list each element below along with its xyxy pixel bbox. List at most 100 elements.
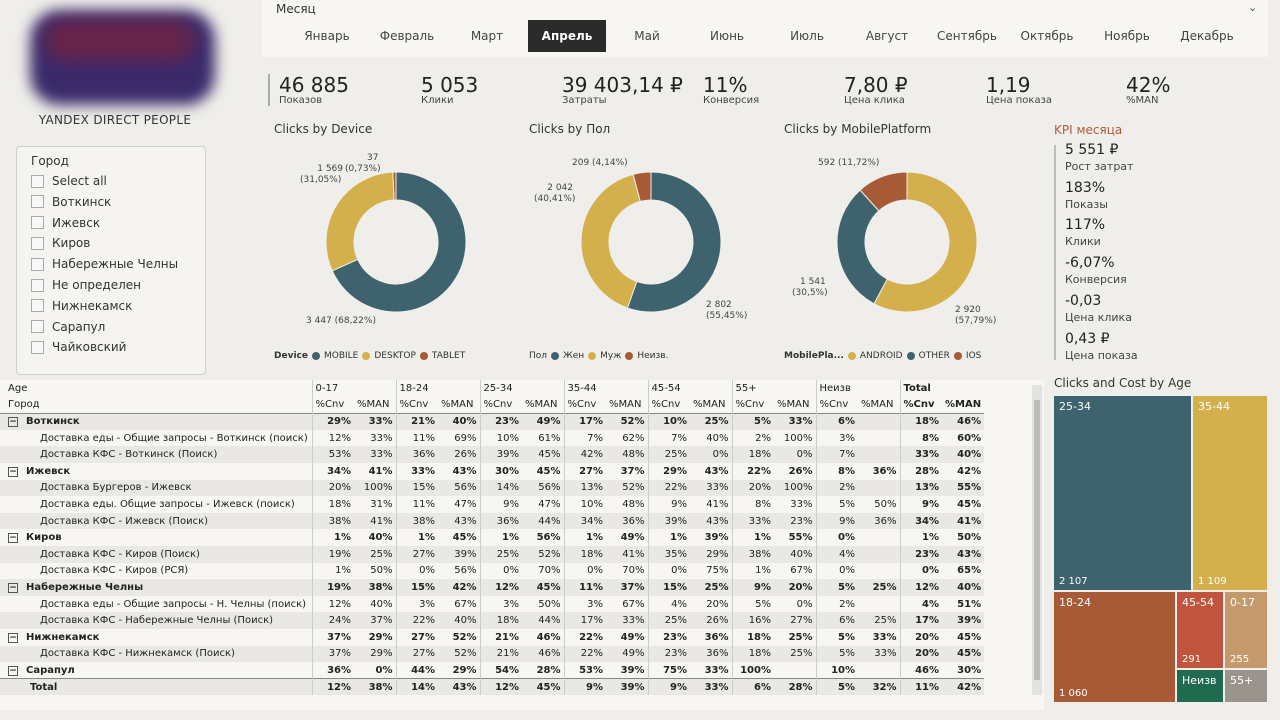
checkbox[interactable]	[31, 340, 44, 354]
city-option[interactable]: Киров	[31, 236, 90, 250]
table-row[interactable]: Доставка КФС - Воткинск (Поиск) 53% 33% 36%…	[0, 446, 985, 463]
header-metric[interactable]: %MAN	[693, 399, 726, 411]
treemap-cell[interactable]: Неизв	[1177, 670, 1223, 702]
collapse-icon[interactable]: −	[8, 632, 18, 643]
header-age-group[interactable]: 18-24	[395, 380, 480, 397]
header-metric[interactable]: %MAN	[777, 399, 810, 411]
month-button-9[interactable]: Сентябрь	[937, 29, 997, 43]
table-row[interactable]: Доставка еды. Общие запросы - Ижевск (по…	[0, 496, 984, 513]
month-button-3[interactable]: Март	[470, 29, 504, 43]
city-option[interactable]: Select all	[31, 174, 107, 188]
donut-slice-other[interactable]	[836, 189, 888, 305]
header-metric[interactable]: %Cnv	[731, 396, 774, 414]
header-age-group[interactable]: 25-34	[479, 380, 564, 397]
header-metric[interactable]: %Cnv	[395, 396, 438, 414]
chevron-down-icon[interactable]: ⌄	[1248, 1, 1258, 14]
header-metric[interactable]: %Cnv	[311, 396, 354, 414]
donut-slice-жен[interactable]	[626, 171, 722, 313]
table-row[interactable]: Доставка еды - Общие запросы - Н. Челны …	[0, 595, 984, 613]
checkbox[interactable]	[31, 320, 44, 334]
city-option[interactable]: Сарапул	[31, 320, 105, 334]
treemap-cell[interactable]: 0-17 255	[1225, 592, 1267, 668]
treemap-cell[interactable]: 18-24 1 060	[1054, 592, 1175, 702]
header-metric[interactable]: %Cnv	[815, 396, 858, 414]
month-button-10[interactable]: Октябрь	[1020, 29, 1074, 43]
header-age-group[interactable]: 0-17	[311, 380, 396, 397]
checkbox[interactable]	[31, 257, 44, 271]
header-age-group[interactable]: Неизв	[815, 380, 900, 397]
treemap-cell[interactable]: 45-54 291	[1177, 592, 1223, 668]
header-metric[interactable]: %Cnv	[479, 396, 522, 414]
table-scrollbar-thumb[interactable]	[1034, 400, 1040, 680]
table-row[interactable]: Доставка Бургеров - Ижевск 20% 100% 15% 56% 1…	[0, 479, 985, 497]
header-age-group[interactable]: 45-54	[647, 380, 732, 397]
table-row[interactable]: − Нижнекамск 37% 29% 27% 52% 21% 46% 22% 49% 23% 36…	[0, 628, 984, 646]
table-row[interactable]: − Сарапул 36% 0% 44% 29% 54% 28% 53% 39% 75% 33% 100…	[0, 662, 984, 679]
city-option[interactable]: Чайковский	[31, 340, 126, 354]
table-row[interactable]: Total 12% 38% 14% 43% 12% 45% 9% 39% 9% 33% 6% 28% 5%…	[0, 678, 985, 696]
legend-item[interactable]: DESKTOP	[374, 351, 416, 361]
header-age-group[interactable]: Total	[899, 380, 985, 397]
header-metric[interactable]: %MAN	[945, 399, 982, 411]
city-option[interactable]: Нижнекамск	[31, 299, 132, 313]
city-option[interactable]: Набережные Челны	[31, 257, 178, 271]
header-metric[interactable]: %MAN	[357, 399, 390, 411]
donut-slice-android[interactable]	[873, 171, 978, 313]
header-metric[interactable]: %Cnv	[899, 396, 942, 414]
header-metric[interactable]: %MAN	[525, 399, 558, 411]
header-metric[interactable]: %MAN	[609, 399, 642, 411]
donut-slice-desktop[interactable]	[325, 171, 395, 272]
header-metric[interactable]: %Cnv	[563, 396, 606, 414]
checkbox[interactable]	[31, 236, 44, 250]
header-metric[interactable]: %Cnv	[647, 396, 690, 414]
table-row[interactable]: − Киров 1% 40% 1% 45% 1% 56% 1% 49% 1% 39% 1% 55% 0% 1%…	[0, 529, 984, 546]
month-button-1[interactable]: Январь	[304, 29, 350, 43]
header-age-group[interactable]: 55+	[731, 380, 816, 397]
month-button-11[interactable]: Ноябрь	[1104, 29, 1150, 43]
table-row[interactable]: Доставка КФС - Киров (Поиск) 19% 25% 27% 39%…	[0, 545, 985, 563]
collapse-icon[interactable]: −	[8, 417, 18, 428]
city-option[interactable]: Ижевск	[31, 216, 100, 230]
donut-gender[interactable]	[579, 170, 723, 314]
legend-item[interactable]: MOBILE	[323, 351, 359, 361]
month-button-7[interactable]: Июль	[790, 29, 824, 43]
legend-item[interactable]: ANDROID	[859, 351, 903, 361]
table-row[interactable]: Доставка КФС - Нижнекамск (Поиск) 37% 29% 2…	[0, 645, 985, 663]
table-row[interactable]: Доставка КФС - Набережные Челны (Поиск) 2…	[0, 612, 985, 629]
legend-item[interactable]: Неизв.	[637, 351, 669, 361]
month-button-2[interactable]: Февраль	[379, 29, 435, 43]
table-row[interactable]: − Воткинск 29% 33% 21% 40% 23% 49% 17% 52% 10% 25% 5…	[0, 413, 985, 430]
table-row[interactable]: Доставка КФС - Ижевск (Поиск) 38% 41% 38% 43…	[0, 512, 985, 530]
table-row[interactable]: − Ижевск 34% 41% 33% 43% 30% 45% 27% 37% 29% 43% 22%…	[0, 462, 984, 480]
treemap-cell[interactable]: 55+	[1225, 670, 1267, 702]
treemap-cell[interactable]: 25-34 2 107	[1054, 396, 1191, 590]
month-button-4[interactable]: Апрель	[528, 20, 606, 52]
treemap-cell[interactable]: 35-44 1 109	[1193, 396, 1267, 590]
legend-item[interactable]: Муж	[600, 351, 622, 361]
table-row[interactable]: Доставка КФС - Киров (РСЯ) 1% 50% 0% 56% 0% 70…	[0, 562, 984, 580]
legend-item[interactable]: OTHER	[918, 351, 950, 361]
city-option[interactable]: Воткинск	[31, 195, 111, 209]
collapse-icon[interactable]: −	[8, 665, 18, 676]
collapse-icon[interactable]: −	[8, 533, 18, 544]
collapse-icon[interactable]: −	[8, 466, 18, 477]
header-age-group[interactable]: 35-44	[563, 380, 648, 397]
donut-platform[interactable]	[835, 170, 979, 314]
checkbox[interactable]	[31, 216, 44, 230]
header-metric[interactable]: %MAN	[441, 399, 474, 411]
collapse-icon[interactable]: −	[8, 582, 18, 593]
month-button-12[interactable]: Декабрь	[1180, 29, 1234, 43]
donut-device[interactable]	[324, 170, 468, 314]
donut-slice-mobile[interactable]	[331, 171, 467, 313]
legend-item[interactable]: TABLET	[431, 351, 466, 361]
checkbox[interactable]	[31, 299, 44, 313]
table-row[interactable]: Доставка еды - Общие запросы - Воткинск …	[0, 429, 984, 447]
table-row[interactable]: − Набережные Челны 19% 38% 15% 42% 12% 45% 11% 37…	[0, 579, 985, 596]
legend-item[interactable]: IOS	[965, 351, 982, 361]
header-metric[interactable]: %MAN	[861, 399, 894, 411]
legend-item[interactable]: Жен	[563, 351, 585, 361]
month-button-8[interactable]: Август	[865, 29, 909, 43]
checkbox[interactable]	[31, 278, 44, 292]
month-button-5[interactable]: Май	[634, 29, 660, 43]
donut-slice-муж[interactable]	[580, 173, 641, 309]
